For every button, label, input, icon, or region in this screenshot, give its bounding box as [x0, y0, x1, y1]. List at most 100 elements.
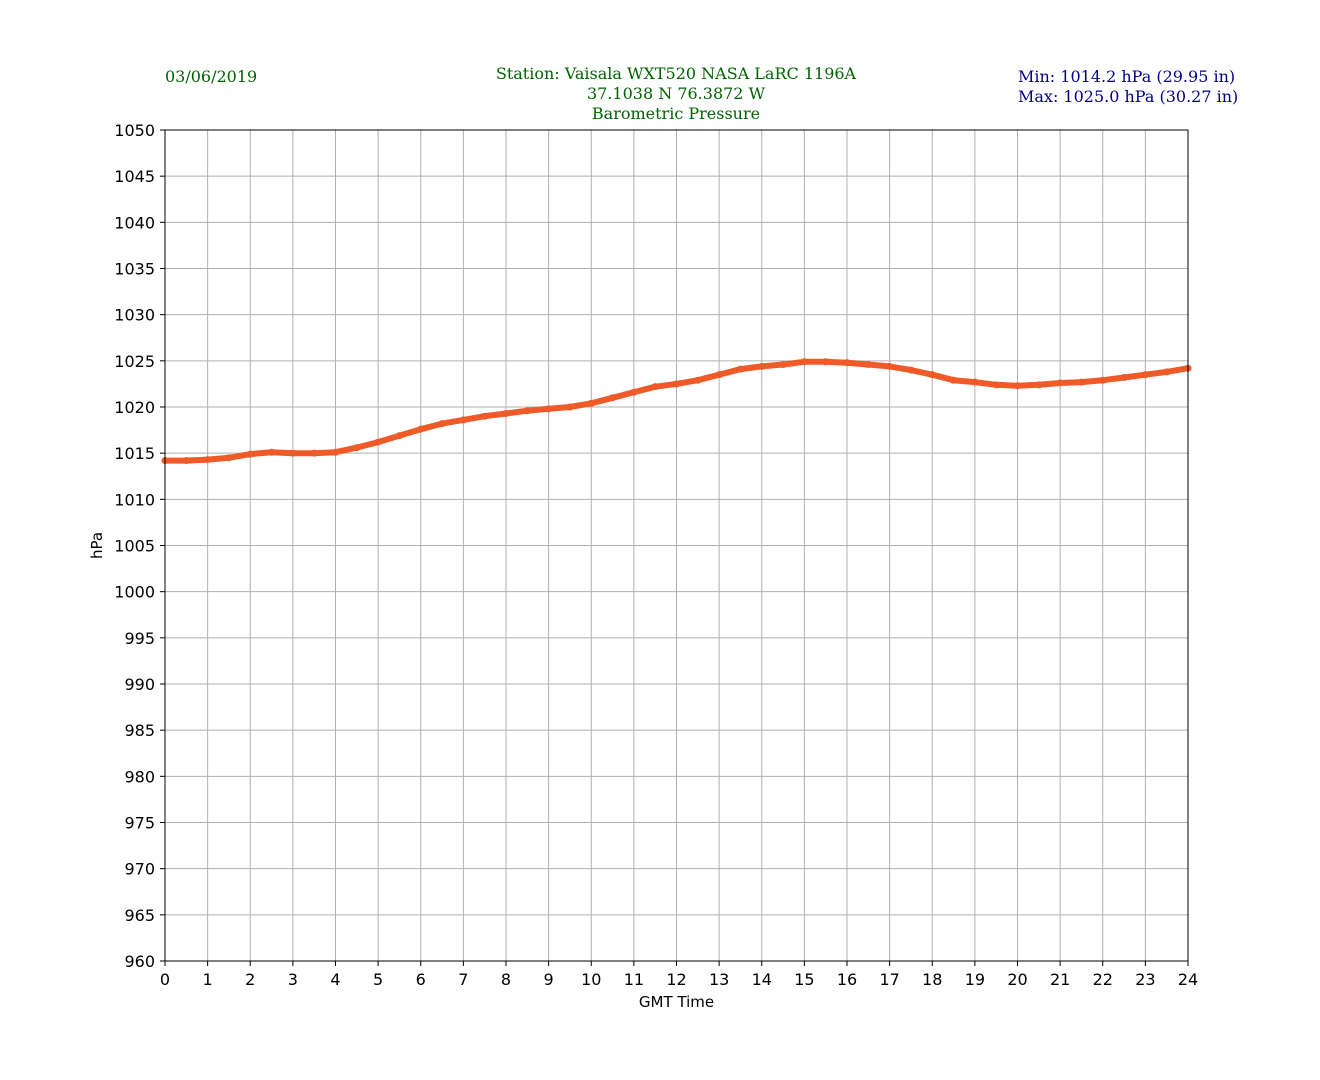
pressure-data-point	[523, 407, 531, 415]
y-tick-label: 1020	[114, 398, 155, 417]
pressure-data-point	[609, 394, 617, 402]
pressure-data-point	[1120, 373, 1128, 381]
x-tick-label: 9	[544, 970, 554, 989]
y-tick-label: 975	[124, 814, 155, 833]
x-tick-label: 6	[416, 970, 426, 989]
y-tick-label: 965	[124, 906, 155, 925]
pressure-data-point	[971, 378, 979, 386]
x-tick-label: 7	[458, 970, 468, 989]
pressure-data-point	[332, 448, 339, 456]
min-max-summary: Min: 1014.2 hPa (29.95 in) Max: 1025.0 h…	[1018, 67, 1238, 107]
pressure-data-point	[566, 403, 574, 411]
max-value: Max: 1025.0 hPa (30.27 in)	[1018, 87, 1239, 106]
x-tick-label: 14	[752, 970, 772, 989]
y-tick-label: 1025	[114, 352, 155, 371]
y-tick-label: 990	[124, 675, 155, 694]
y-tick-label: 985	[124, 721, 155, 740]
pressure-data-point	[843, 359, 851, 367]
x-tick-label: 4	[330, 970, 340, 989]
pressure-data-point	[459, 416, 467, 424]
pressure-data-point	[1077, 378, 1085, 386]
y-tick-label: 1010	[114, 490, 155, 509]
pressure-data-point	[268, 448, 276, 456]
pressure-data-point	[417, 425, 425, 433]
y-tick-label: 1005	[114, 537, 155, 556]
x-tick-label: 5	[373, 970, 383, 989]
x-tick-label: 16	[837, 970, 857, 989]
y-tick-label: 1045	[114, 167, 155, 186]
y-axis-label: hPa	[88, 532, 106, 559]
x-tick-label: 11	[624, 970, 644, 989]
pressure-data-point	[864, 361, 872, 369]
y-tick-label: 980	[124, 767, 155, 786]
y-tick-label: 970	[124, 860, 155, 879]
x-tick-label: 23	[1135, 970, 1155, 989]
y-tick-label: 1000	[114, 583, 155, 602]
pressure-data-point	[1141, 371, 1149, 379]
x-tick-label: 22	[1093, 970, 1113, 989]
pressure-data-point	[907, 366, 915, 374]
pressure-data-point	[182, 457, 190, 465]
pressure-data-point	[310, 449, 318, 457]
pressure-data-point	[715, 371, 723, 379]
pressure-data-point	[651, 383, 659, 391]
x-tick-label: 19	[965, 970, 985, 989]
x-tick-label: 0	[160, 970, 170, 989]
y-tick-label: 1050	[114, 121, 155, 140]
series-layer	[161, 358, 1192, 465]
pressure-data-point	[587, 399, 595, 407]
x-tick-label: 17	[879, 970, 899, 989]
pressure-data-point	[246, 450, 254, 458]
station-coordinates: 37.1038 N 76.3872 W	[586, 84, 766, 103]
chart-date: 03/06/2019	[165, 67, 258, 86]
y-tick-label: 960	[124, 952, 155, 971]
pressure-data-point	[1056, 379, 1064, 387]
pressure-data-point	[225, 454, 233, 462]
x-tick-label: 1	[203, 970, 213, 989]
y-tick-label: 1030	[114, 306, 155, 325]
pressure-data-point	[992, 381, 1000, 389]
x-axis-label: GMT Time	[639, 993, 714, 1011]
pressure-data-point	[438, 420, 446, 428]
x-tick-label: 8	[501, 970, 511, 989]
pressure-data-point	[886, 362, 894, 370]
station-header: Station: Vaisala WXT520 NASA LaRC 1196A …	[420, 64, 932, 124]
x-tick-label: 10	[581, 970, 601, 989]
x-tick-label: 12	[666, 970, 686, 989]
y-tick-label: 1040	[114, 213, 155, 232]
x-tick-label: 15	[794, 970, 814, 989]
x-tick-label: 3	[288, 970, 298, 989]
pressure-data-point	[353, 444, 361, 452]
pressure-data-point	[673, 380, 680, 388]
min-value: Min: 1014.2 hPa (29.95 in)	[1018, 67, 1236, 86]
pressure-data-point	[758, 362, 766, 370]
pressure-data-point	[374, 438, 382, 446]
pressure-data-point	[800, 358, 808, 366]
x-tick-label: 24	[1178, 970, 1198, 989]
y-tick-label: 995	[124, 629, 155, 648]
pressure-data-point	[204, 456, 212, 464]
x-tick-label: 18	[922, 970, 942, 989]
pressure-data-point	[545, 405, 553, 413]
grid-lines	[164, 129, 1189, 962]
y-axis-ticks: 960 965 970 975 980 985 990 995 1000 1005 1010 1015…	[114, 121, 165, 971]
x-tick-label: 21	[1050, 970, 1070, 989]
x-tick-label: 20	[1007, 970, 1027, 989]
pressure-data-point	[1163, 368, 1171, 376]
y-tick-label: 1035	[114, 260, 155, 279]
x-tick-label: 2	[245, 970, 255, 989]
pressure-data-point	[289, 449, 297, 457]
station-name: Station: Vaisala WXT520 NASA LaRC 1196A	[495, 64, 857, 83]
pressure-data-point	[1035, 381, 1043, 389]
x-tick-label: 13	[709, 970, 729, 989]
pressure-data-point	[630, 388, 638, 396]
pressure-data-point	[822, 358, 830, 366]
pressure-data-point	[736, 365, 744, 373]
y-tick-label: 1015	[114, 444, 155, 463]
pressure-data-point	[502, 409, 510, 417]
pressure-data-point	[694, 376, 702, 384]
pressure-data-point	[950, 376, 958, 384]
pressure-data-point	[395, 432, 403, 440]
pressure-data-point	[1099, 376, 1107, 384]
